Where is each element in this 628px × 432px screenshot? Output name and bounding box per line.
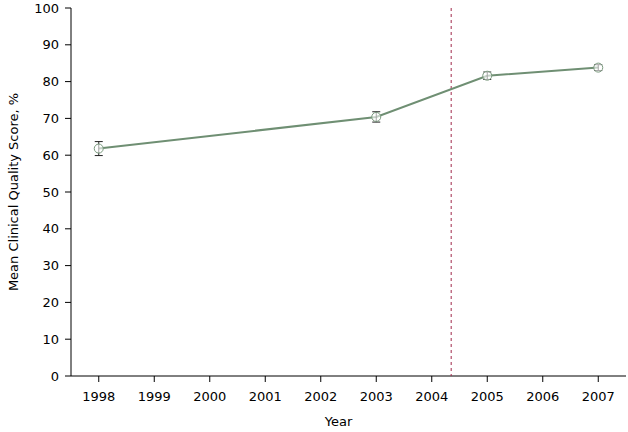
y-tick-label: 0 <box>51 369 59 384</box>
error-bar <box>95 142 103 156</box>
x-tick <box>431 376 432 382</box>
x-tick-label: 2000 <box>193 389 226 404</box>
x-tick <box>376 376 377 382</box>
x-tick-label: 1998 <box>82 389 115 404</box>
x-tick <box>542 376 543 382</box>
x-tick <box>98 376 99 382</box>
x-tick <box>265 376 266 382</box>
error-cap <box>95 155 103 156</box>
y-axis-label: Mean Clinical Quality Score, % <box>6 93 21 291</box>
x-tick-label: 2003 <box>360 389 393 404</box>
y-tick-label: 90 <box>42 37 59 52</box>
point-marker <box>594 63 603 72</box>
y-tick <box>65 376 71 377</box>
chart-svg: 0 10 20 30 40 50 60 70 80 90 100 1998 1999 2000 2001 20… <box>0 0 628 432</box>
x-tick <box>209 376 210 382</box>
x-tick-label: 2005 <box>471 389 504 404</box>
x-tick-label: 2006 <box>526 389 559 404</box>
x-tick <box>320 376 321 382</box>
reference-line <box>451 8 452 376</box>
x-tick-label: 2002 <box>304 389 337 404</box>
y-tick-label: 80 <box>42 74 59 89</box>
x-tick-label: 2001 <box>249 389 282 404</box>
x-tick <box>598 376 599 382</box>
error-bar <box>483 72 491 79</box>
y-tick <box>65 339 71 340</box>
y-tick-label: 20 <box>42 295 59 310</box>
point-marker <box>372 112 381 121</box>
y-tick <box>65 155 71 156</box>
y-tick-label: 60 <box>42 148 59 163</box>
y-tick <box>65 118 71 119</box>
chart: 0 10 20 30 40 50 60 70 80 90 100 1998 1999 2000 2001 20… <box>0 0 628 432</box>
y-tick-label: 50 <box>42 185 59 200</box>
point-marker <box>94 144 103 153</box>
point-marker <box>483 71 492 80</box>
y-tick <box>65 265 71 266</box>
error-cap <box>95 141 103 142</box>
y-tick-label: 100 <box>34 1 59 16</box>
y-tick-label: 70 <box>42 111 59 126</box>
plot-area <box>94 8 603 376</box>
y-tick <box>65 228 71 229</box>
y-tick-label: 30 <box>42 258 59 273</box>
y-tick-label: 10 <box>42 332 59 347</box>
y-tick <box>65 302 71 303</box>
series-line <box>99 68 599 149</box>
x-tick-label: 2004 <box>415 389 448 404</box>
y-tick <box>65 44 71 45</box>
y-tick <box>65 81 71 82</box>
x-tick <box>487 376 488 382</box>
y-tick <box>65 8 71 9</box>
x-tick-label: 2007 <box>582 389 615 404</box>
error-bar <box>372 112 380 122</box>
x-axis-label: Year <box>324 414 353 429</box>
y-tick <box>65 192 71 193</box>
y-tick-label: 40 <box>42 221 59 236</box>
x-tick-label: 1999 <box>138 389 171 404</box>
x-tick <box>154 376 155 382</box>
